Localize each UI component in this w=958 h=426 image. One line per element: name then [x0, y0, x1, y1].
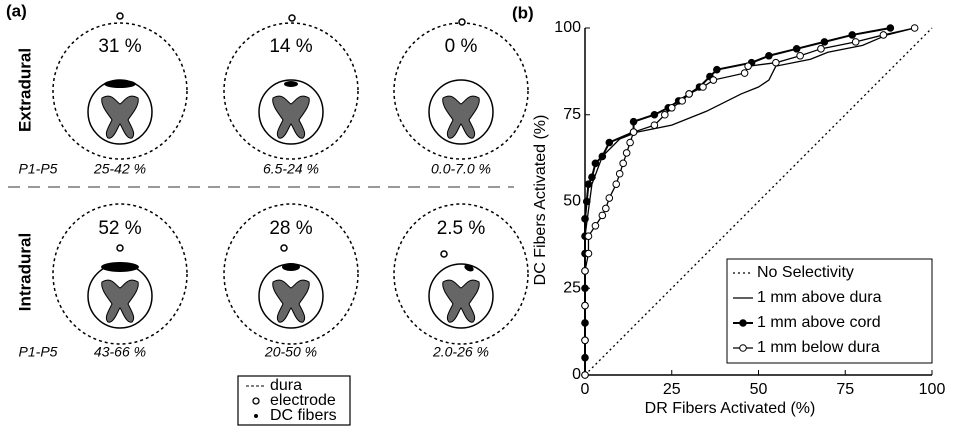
- range-label: P1-P5: [19, 344, 58, 360]
- point: [598, 152, 607, 161]
- y-tick-label: 25: [563, 279, 581, 296]
- point: [667, 104, 676, 112]
- point: [650, 121, 659, 129]
- percent: 31 %: [98, 36, 141, 57]
- point: [744, 62, 752, 70]
- point: [740, 69, 749, 77]
- point: [588, 173, 596, 182]
- panel-b: (b) DR Fibers Activated (%) DC Fibers Ac…: [512, 3, 945, 417]
- legend-label: electrode: [270, 392, 336, 409]
- point: [581, 267, 589, 275]
- percent: 52 %: [98, 218, 141, 239]
- point: [629, 128, 638, 136]
- panel-a: (a) Extradural Intradural 31 % 14 % 0 % …: [6, 1, 529, 426]
- row-label: Intradural: [15, 233, 34, 311]
- point: [602, 204, 610, 213]
- point: [879, 31, 888, 39]
- range: 43-66 %: [94, 344, 146, 360]
- point: [886, 24, 895, 32]
- legend-a: dura electrode DC fibers: [237, 375, 351, 426]
- dura: [52, 22, 529, 345]
- point: [713, 65, 721, 74]
- point: [709, 76, 718, 84]
- point: [629, 117, 638, 126]
- point: [591, 159, 600, 168]
- panel-label: (a): [6, 1, 27, 20]
- point: [817, 45, 825, 53]
- cords: [87, 79, 494, 329]
- point: [582, 197, 591, 206]
- point: [685, 90, 693, 98]
- y-tick-label: 0: [572, 366, 581, 383]
- x-tick-label: 100: [919, 381, 946, 398]
- y-tick-label: 100: [554, 19, 581, 36]
- legend-marker: [739, 344, 747, 352]
- point: [584, 180, 593, 188]
- dc-fibers: [101, 80, 474, 272]
- x-tick-label: 25: [663, 381, 681, 398]
- y-tick-label: 50: [563, 193, 581, 210]
- point: [581, 336, 589, 345]
- point: [792, 45, 801, 53]
- point: [622, 149, 631, 157]
- y-tick-label: 75: [563, 106, 581, 123]
- point: [619, 159, 627, 168]
- legend-label: dura: [270, 377, 302, 394]
- point: [678, 97, 686, 105]
- point: [772, 58, 780, 67]
- legend-label: 1 mm below dura: [757, 339, 880, 356]
- range: 0.0-7.0 %: [431, 161, 491, 177]
- x-tick-label: 0: [581, 381, 590, 398]
- point: [820, 38, 829, 46]
- point: [581, 371, 589, 379]
- point: [796, 51, 804, 60]
- percent: 2.5 %: [437, 218, 486, 239]
- point: [584, 249, 593, 258]
- legend-label: 1 mm above cord: [757, 314, 881, 331]
- point: [584, 232, 593, 240]
- range: 20-50 %: [264, 344, 317, 360]
- point: [661, 110, 669, 119]
- point: [581, 215, 589, 223]
- point: [626, 138, 634, 147]
- point: [605, 194, 614, 202]
- point: [615, 169, 624, 178]
- legend-label: DC fibers: [270, 407, 337, 424]
- panel-label: (b): [512, 3, 534, 22]
- point: [598, 211, 607, 220]
- point: [591, 221, 600, 230]
- legend: No Selectivity 1 mm above dura 1 mm above …: [726, 258, 933, 364]
- percent: 28 %: [269, 218, 312, 239]
- range-label: P1-P5: [19, 161, 58, 177]
- point: [851, 38, 860, 46]
- point: [605, 138, 614, 147]
- percent: 0 %: [445, 36, 478, 57]
- percent: 14 %: [269, 36, 312, 57]
- point: [699, 83, 707, 91]
- point: [848, 31, 856, 39]
- legend-box: [726, 258, 933, 364]
- point: [910, 24, 919, 32]
- point: [581, 301, 589, 310]
- x-axis-label: DR Fibers Activated (%): [645, 400, 816, 417]
- row-label: Extradural: [15, 48, 34, 132]
- electrodes: [116, 12, 466, 258]
- legend-marker: [739, 319, 747, 327]
- legend-label: 1 mm above dura: [757, 289, 882, 306]
- point: [765, 51, 773, 60]
- series-line: [584, 27, 933, 376]
- x-tick-label: 75: [836, 381, 854, 398]
- range: 2.0-26 %: [432, 344, 489, 360]
- range: 6.5-24 %: [263, 161, 319, 177]
- series-line: [584, 27, 915, 375]
- legend-label: No Selectivity: [757, 264, 854, 281]
- point: [650, 110, 659, 119]
- range: 25-42 %: [93, 161, 146, 177]
- point: [612, 180, 621, 188]
- y-axis-label: DC Fibers Activated (%): [532, 115, 549, 286]
- x-tick-label: 50: [750, 381, 768, 398]
